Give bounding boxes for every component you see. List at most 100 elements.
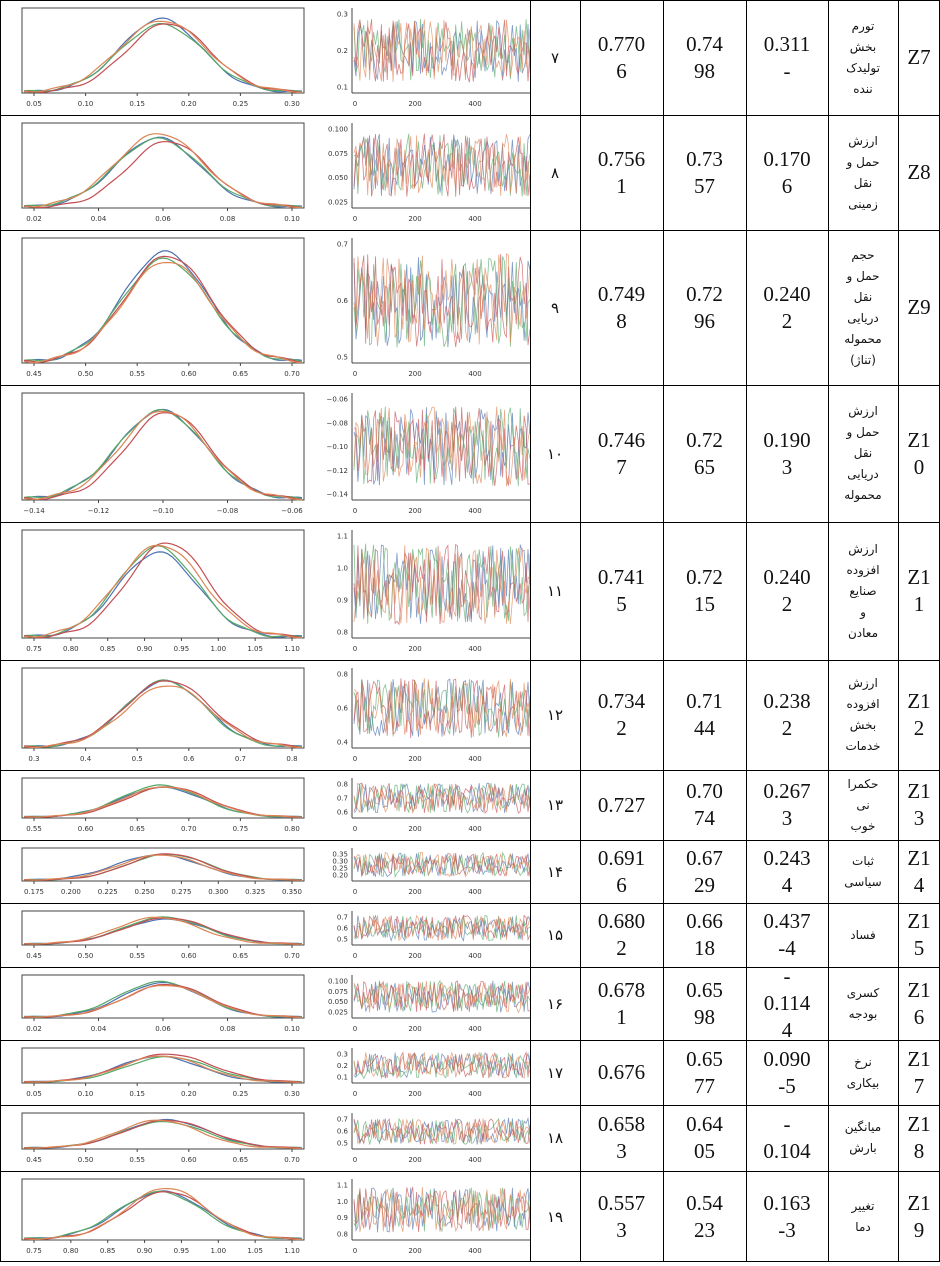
density-curve <box>24 411 302 499</box>
table-row: 0.45 0.50 0.55 0.60 0.65 0.70 0.7 0.6 0.5 0 200 400… <box>0 1105 940 1171</box>
row-index-cell: ۱۲ <box>530 660 580 770</box>
x-tick-label: 200 <box>408 100 421 108</box>
variable-label-line: میانگین <box>845 1117 881 1138</box>
x-tick-label: 1.00 <box>210 1247 226 1255</box>
plot-frame <box>22 848 304 881</box>
x-tick-label: 400 <box>468 645 481 653</box>
variable-code-cell: Z1 8 <box>898 1105 940 1171</box>
x-tick-label: 0 <box>353 100 357 108</box>
value-col-a-cell: 0.691 6 <box>580 840 663 903</box>
x-tick-label: 400 <box>468 215 481 223</box>
value-col-a-text: 0.727 <box>598 792 645 819</box>
value-col-a-line: 2 <box>616 715 627 742</box>
x-tick-label: 0.10 <box>284 1025 300 1033</box>
x-tick-label: 0.4 <box>80 755 92 763</box>
density-curve <box>24 983 302 1017</box>
y-tick-label: 0.050 <box>328 174 348 182</box>
x-tick-label: 200 <box>408 825 421 833</box>
y-tick-label: 0.075 <box>328 988 348 996</box>
value-col-a-line: 0.676 <box>598 1059 645 1086</box>
value-col-a-text: 0.557 3 <box>598 1190 645 1244</box>
x-tick-label: 0.7 <box>235 755 246 763</box>
kde-cell: 0.55 0.60 0.65 0.70 0.75 0.80 <box>2 770 312 840</box>
x-tick-label: 0.50 <box>78 952 94 960</box>
x-tick-label: 0.65 <box>233 1156 249 1164</box>
value-col-c-cell: 0.437 -4 <box>746 903 828 967</box>
value-col-c-cell: 0.163 -3 <box>746 1171 828 1262</box>
y-tick-label: 0.6 <box>337 297 349 305</box>
value-col-b-line: 0.72 <box>686 281 723 308</box>
density-curve <box>24 1054 302 1082</box>
value-col-b-cell: 0.72 15 <box>663 522 746 660</box>
kde-cell: 0.3 0.4 0.5 0.6 0.7 0.8 <box>2 660 312 770</box>
variable-label-line: فساد <box>850 925 875 946</box>
value-col-c-text: -0.114 4 <box>764 963 810 1044</box>
value-col-c-line: 0.104 <box>763 1138 810 1165</box>
variable-label-line: صنایع <box>849 581 876 602</box>
x-tick-label: −0.12 <box>88 507 109 515</box>
value-col-b-line: 29 <box>694 872 715 899</box>
value-col-c-cell: 0.243 4 <box>746 840 828 903</box>
density-curve <box>24 981 302 1017</box>
variable-code-text: Z1 5 <box>907 908 930 962</box>
variable-code-text: Z1 7 <box>907 1046 930 1100</box>
value-col-a-text: 0.676 <box>598 1059 645 1086</box>
x-tick-label: 0 <box>353 370 357 378</box>
variable-code-cell: Z9 <box>898 230 940 385</box>
row-divider <box>0 903 940 904</box>
x-tick-label: 1.10 <box>284 1247 300 1255</box>
row-index-cell: ۱۷ <box>530 1040 580 1105</box>
value-col-b-line: 44 <box>694 715 715 742</box>
y-tick-label: 0.8 <box>337 629 348 637</box>
y-tick-label: 0.6 <box>337 705 349 713</box>
value-col-a-line: 0.756 <box>598 146 645 173</box>
density-curve <box>24 1120 302 1148</box>
value-col-c-line: -5 <box>778 1073 796 1100</box>
variable-code-cell: Z1 0 <box>898 385 940 522</box>
x-tick-label: 0.20 <box>181 100 197 108</box>
x-tick-label: 0.225 <box>98 888 118 896</box>
variable-code-line: Z1 <box>907 688 930 715</box>
x-tick-label: 0.15 <box>129 100 145 108</box>
value-col-c-line: 0.190 <box>763 427 810 454</box>
value-col-a-text: 0.770 6 <box>598 31 645 85</box>
variable-label-line: تغییر <box>852 1196 875 1217</box>
value-col-b-text: 0.73 57 <box>686 146 723 200</box>
value-col-b-cell: 0.67 29 <box>663 840 746 903</box>
value-col-a-text: 0.746 7 <box>598 427 645 481</box>
variable-code-line: 0 <box>914 454 925 481</box>
row-index: ۱۰ <box>547 445 563 463</box>
density-curve <box>24 854 302 880</box>
x-tick-label: 0.85 <box>100 1247 116 1255</box>
value-col-b-line: 0.72 <box>686 564 723 591</box>
value-col-b-line: 18 <box>694 935 715 962</box>
variable-label-line: دما <box>855 1217 870 1238</box>
density-curve <box>24 263 302 363</box>
variable-label-cell: ثبات سیاسی <box>828 840 898 903</box>
row-index: ۱۸ <box>547 1129 563 1147</box>
density-curve <box>24 985 302 1018</box>
density-curve <box>24 21 302 92</box>
x-tick-label: 0 <box>353 645 357 653</box>
value-col-c-line: -3 <box>778 1217 796 1244</box>
value-col-b-line: 0.74 <box>686 31 723 58</box>
value-col-c-cell: 0.238 2 <box>746 660 828 770</box>
variable-code-line: Z1 <box>907 908 930 935</box>
variable-label-line: محموله <box>844 329 881 350</box>
row-divider <box>0 840 940 841</box>
value-col-a-text: 0.680 2 <box>598 908 645 962</box>
kde-plot: 0.175 0.200 0.225 0.250 0.275 0.300 0.325 0.350 <box>2 840 312 903</box>
value-col-a-cell: 0.658 3 <box>580 1105 663 1171</box>
y-tick-label: 0.5 <box>337 354 348 362</box>
variable-label-line: دریایی <box>847 464 878 485</box>
density-curve <box>24 917 302 944</box>
variable-label-cell: فساد <box>828 903 898 967</box>
variable-code-line: 8 <box>914 1138 925 1165</box>
value-col-a-line: 0.680 <box>598 908 645 935</box>
value-col-a-cell: 0.557 3 <box>580 1171 663 1262</box>
value-col-c-line: 0.437 <box>763 908 810 935</box>
density-curve <box>24 137 302 207</box>
value-col-b-cell: 0.65 77 <box>663 1040 746 1105</box>
density-curve <box>24 1056 302 1082</box>
density-curve <box>24 917 302 944</box>
